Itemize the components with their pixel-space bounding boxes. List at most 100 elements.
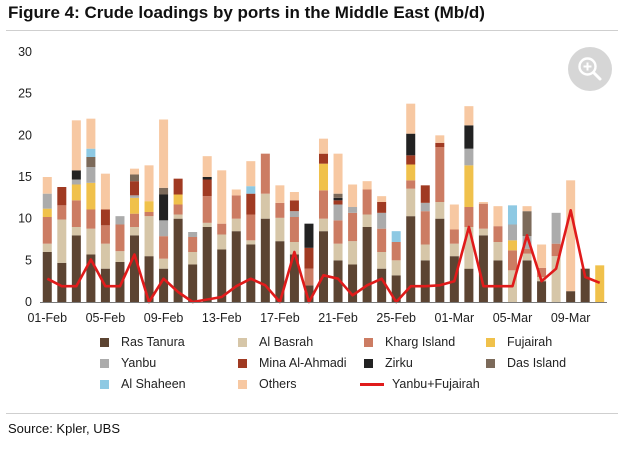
bar-segment (420, 260, 430, 302)
bar-segment (551, 212, 561, 244)
legend-swatch (486, 358, 495, 368)
bar-segment (115, 216, 125, 225)
bar-segment (377, 212, 387, 229)
legend-label: Yanbu (121, 356, 157, 370)
bar-segment (159, 194, 169, 221)
bar-segment (391, 231, 401, 242)
bar-segment (71, 235, 81, 302)
legend-label: Al Shaheen (121, 377, 186, 391)
bar-segment (304, 247, 314, 269)
bar-segment (231, 195, 241, 219)
bar-segment (173, 214, 183, 219)
bar-segment (57, 187, 67, 206)
bar-segment (173, 218, 183, 302)
legend-line-swatch (360, 382, 384, 386)
bar-segment (406, 133, 416, 156)
legend-swatch (364, 337, 373, 347)
bar-segment (406, 164, 416, 181)
bar-segment (100, 209, 110, 226)
legend-label: Al Basrah (259, 335, 314, 349)
bar-segment (333, 153, 343, 194)
bar-segment (449, 204, 459, 230)
legend-swatch (238, 337, 247, 347)
bar-segment (57, 219, 67, 263)
bar-segment (318, 138, 329, 154)
x-tick-label: 13-Feb (202, 311, 242, 325)
legend-swatch (100, 337, 109, 347)
bar-segment (159, 268, 169, 302)
bar-segment (202, 179, 212, 197)
x-tick-label: 05-Mar (493, 311, 533, 325)
bar-segment (464, 207, 474, 227)
bar-segment (188, 264, 198, 302)
bar-segment (406, 216, 416, 302)
bar-segment (348, 184, 358, 207)
y-tick-label: 20 (18, 128, 32, 142)
bar-segment (144, 165, 154, 202)
legend-label: Fujairah (507, 335, 553, 349)
bar-segment (289, 211, 299, 217)
bar-segment (217, 170, 227, 224)
bar-segment (391, 260, 401, 276)
bar-segment (188, 252, 198, 265)
bar-segment (377, 196, 387, 202)
legend-swatch (364, 358, 373, 368)
bar-segment (478, 228, 488, 236)
bar-segment (333, 204, 343, 221)
y-tick-label: 0 (25, 295, 32, 309)
y-tick-label: 10 (18, 212, 32, 226)
x-tick-label: 09-Feb (144, 311, 184, 325)
bar-segment (522, 248, 532, 254)
legend-label: Das Island (507, 356, 567, 370)
legend-item: Yanbu (100, 355, 156, 371)
bar-segment (362, 214, 372, 227)
bar-segment (493, 260, 503, 302)
source-note: Source: Kpler, UBS (8, 421, 120, 436)
bar-segment (129, 195, 140, 198)
bar-segment (246, 186, 256, 194)
bar-segment (246, 193, 256, 215)
x-tick-label: 09-Mar (551, 311, 591, 325)
bar-segment (377, 268, 387, 302)
bar-segment (391, 242, 401, 261)
bar-segment (173, 178, 183, 195)
title-divider (6, 30, 618, 31)
bar-segment (318, 153, 329, 164)
bar-segment (318, 163, 329, 191)
bar-segment (435, 147, 445, 202)
bar-segment (86, 254, 96, 302)
bar-segment (129, 235, 140, 302)
bar-segment (260, 193, 270, 219)
bar-segment (478, 203, 488, 229)
bar-segment (42, 252, 52, 302)
x-tick-label: 21-Feb (318, 311, 358, 325)
bar-segment (42, 177, 52, 194)
bar-segment (159, 236, 169, 259)
bar-segment (348, 264, 358, 302)
bar-segment (507, 205, 518, 225)
legend-swatch (238, 379, 247, 389)
legend-label: Kharg Island (385, 335, 456, 349)
bar-segment (449, 229, 459, 244)
bar-segment (115, 224, 125, 252)
legend-item: Al Shaheen (100, 376, 186, 392)
bar-segment (406, 155, 416, 165)
legend-item: Das Island (486, 355, 566, 371)
bar-segment (202, 227, 212, 302)
bar-segment (464, 268, 474, 302)
bar-segment (377, 252, 387, 269)
zoom-in-button[interactable] (568, 47, 612, 91)
bar-segment (420, 244, 430, 261)
bar-segment (115, 262, 125, 302)
bar-segment (275, 202, 285, 218)
bar-segment (318, 218, 329, 232)
bar-segment (260, 153, 270, 194)
bar-segment (86, 167, 96, 183)
bar-segment (173, 204, 183, 215)
bar-segment (202, 177, 212, 180)
bar-segment (318, 231, 329, 302)
legend-item: Fujairah (486, 334, 552, 350)
y-tick-label: 25 (18, 87, 32, 101)
bar-segment (129, 168, 140, 175)
bar-segment (478, 202, 488, 204)
